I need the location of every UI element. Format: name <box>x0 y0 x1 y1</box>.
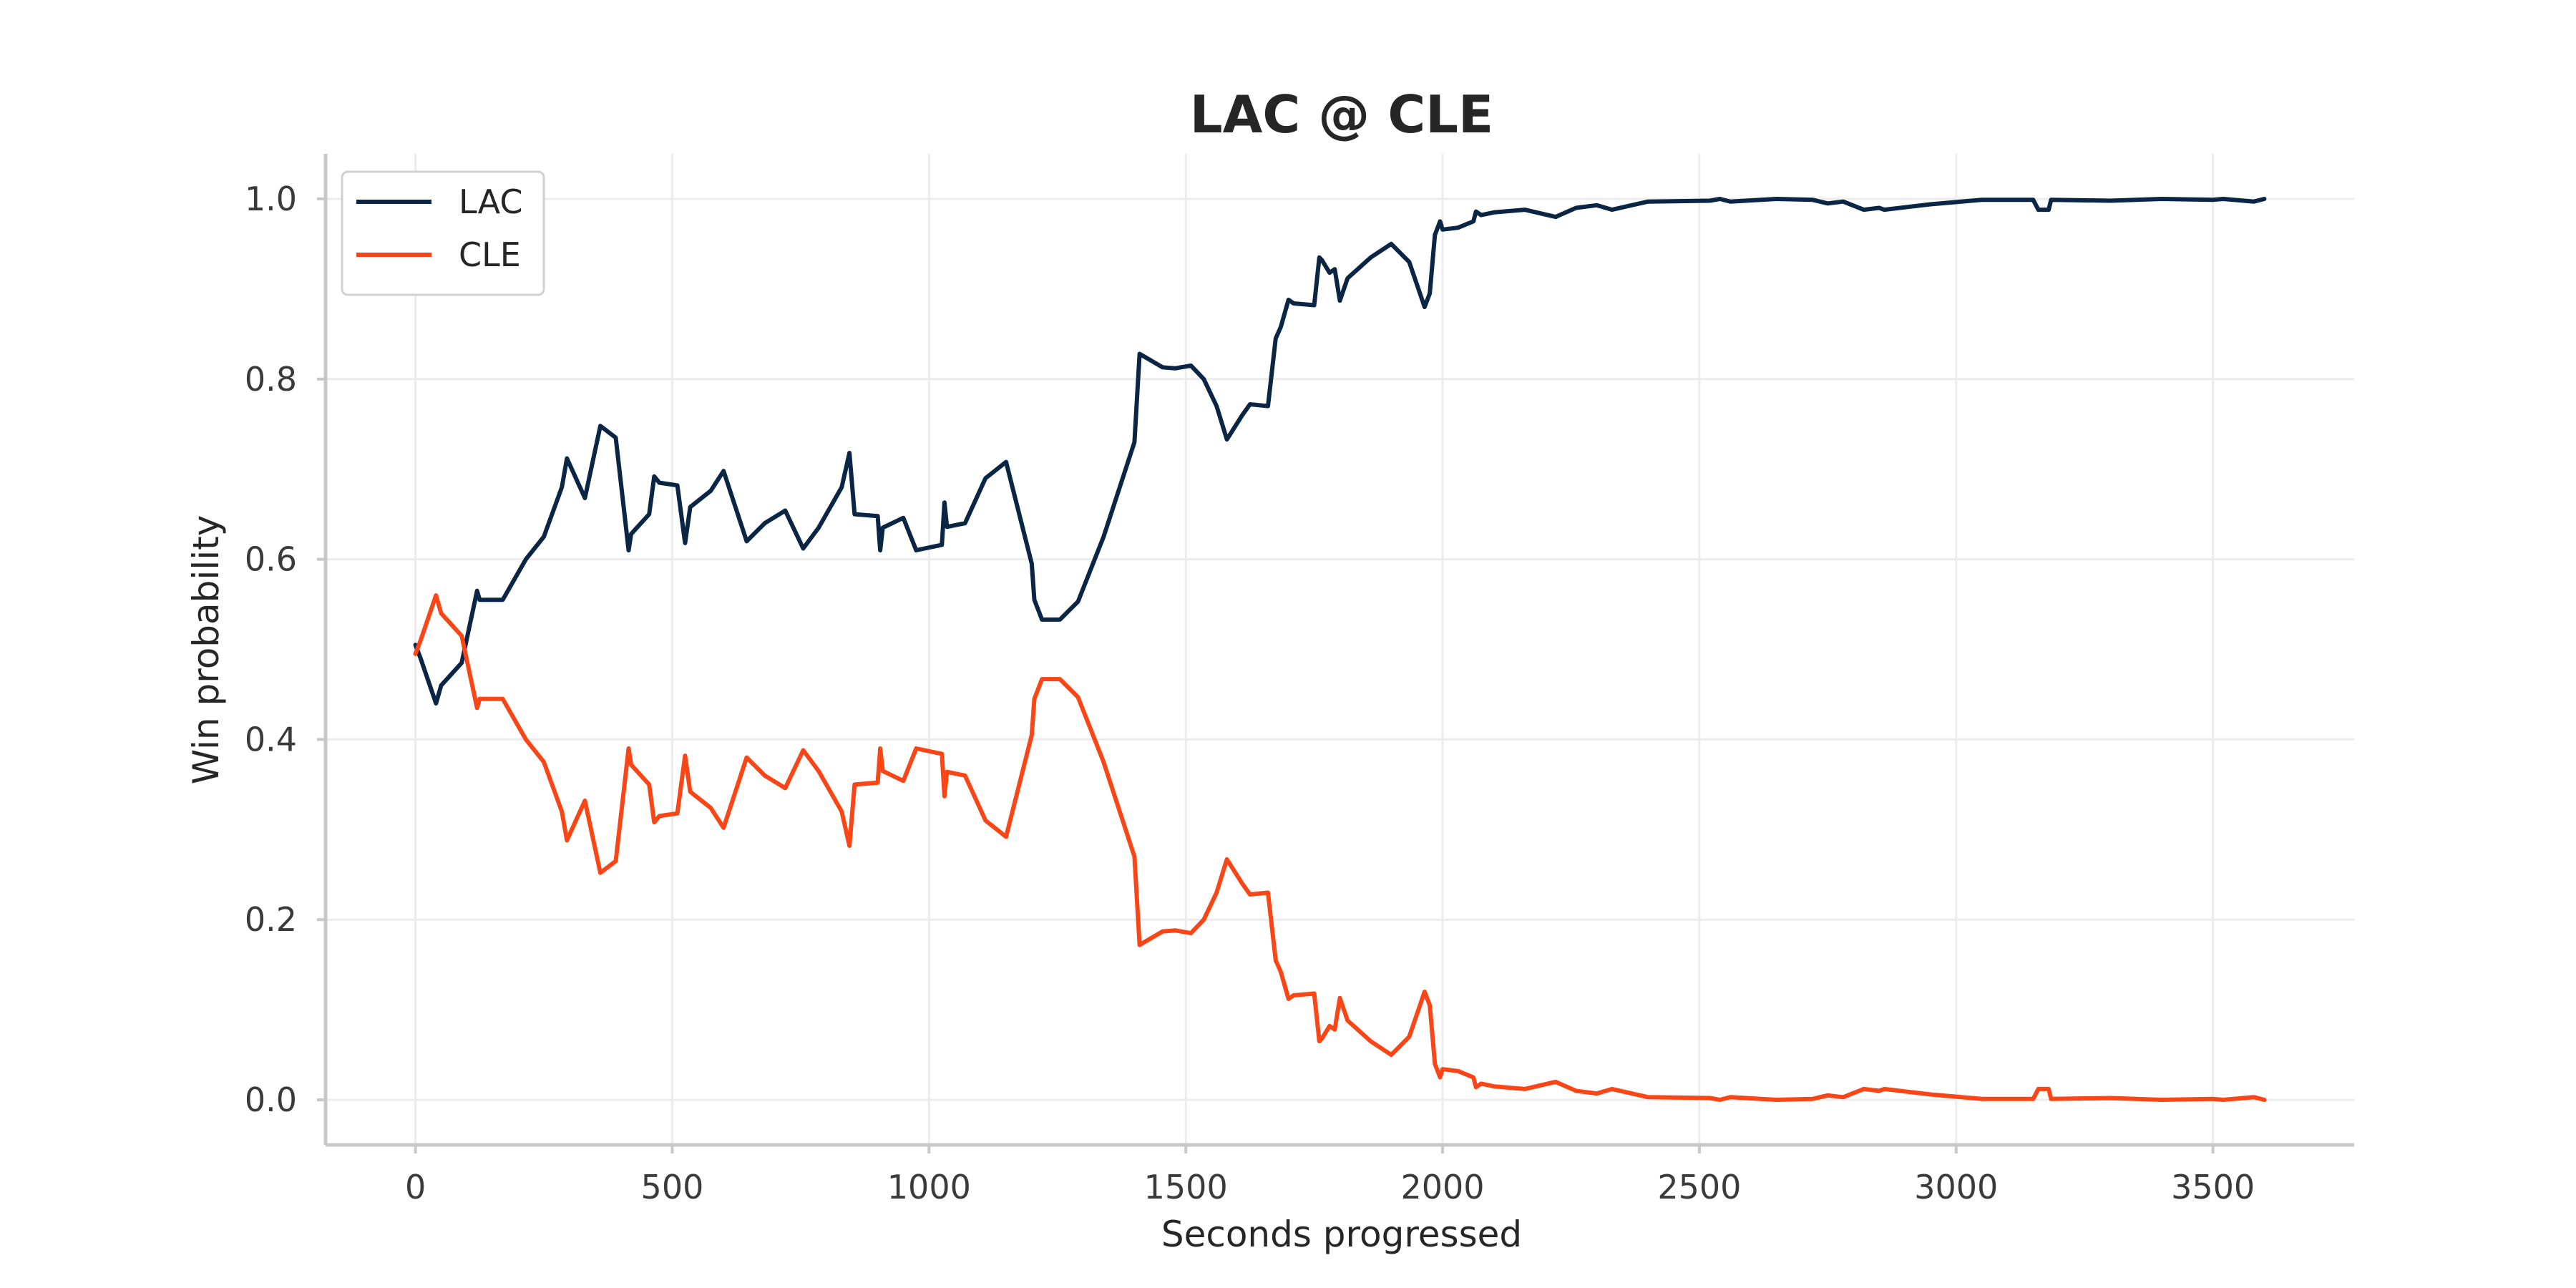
x-tick-label: 3500 <box>2171 1168 2255 1206</box>
x-tick-label: 3000 <box>1914 1168 1998 1206</box>
y-tick-label: 0.6 <box>245 540 297 579</box>
y-tick-label: 0.0 <box>245 1080 297 1119</box>
x-tick-label: 0 <box>405 1168 426 1206</box>
x-axis-label: Seconds progressed <box>1161 1214 1522 1255</box>
series-line-cle <box>413 593 2267 1102</box>
x-tick-label: 1000 <box>887 1168 971 1206</box>
x-tick-label: 2500 <box>1657 1168 1741 1206</box>
legend-label-cle: CLE <box>459 235 521 274</box>
x-tick-label: 2000 <box>1401 1168 1485 1206</box>
axes: 0 500 1000 1500 2000 2500 3000 3500 0.0 0.2 0.4 0.6… <box>245 154 2354 1206</box>
y-axis-label: Win probability <box>185 515 227 785</box>
x-tick-label: 500 <box>641 1168 704 1206</box>
y-tick-label: 0.8 <box>245 360 297 399</box>
series <box>413 197 2267 1102</box>
legend: LAC CLE <box>341 170 545 296</box>
chart-title: LAC @ CLE <box>1190 84 1493 145</box>
series-line-lac <box>413 197 2267 706</box>
x-tick-label: 1500 <box>1144 1168 1228 1206</box>
legend-label-lac: LAC <box>459 182 522 221</box>
y-tick-label: 1.0 <box>245 180 297 218</box>
labels: LAC @ CLE Seconds progressed Win probabi… <box>185 84 1522 1255</box>
y-tick-label: 0.4 <box>245 720 297 758</box>
y-tick-label: 0.2 <box>245 900 297 939</box>
